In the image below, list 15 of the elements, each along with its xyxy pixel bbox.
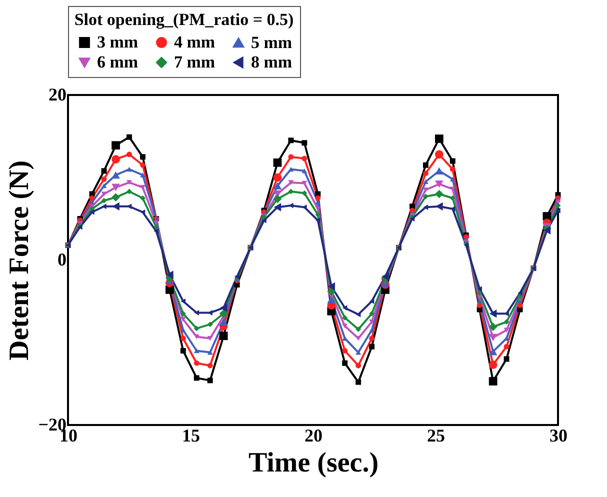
legend-title: Slot opening_(PM_ratio = 0.5) [74, 10, 294, 29]
x-tick-label: 15 [182, 426, 200, 446]
y-tick-label: 20 [48, 84, 66, 104]
legend-label: 5 mm [251, 32, 292, 52]
legend-label: 8 mm [251, 52, 292, 72]
legend-label: 7 mm [174, 52, 216, 72]
legend-label: 6 mm [97, 52, 138, 72]
x-axis-title: Time (sec.) [248, 448, 379, 478]
x-tick-label: 30 [550, 426, 568, 446]
x-tick-label: 20 [304, 426, 322, 446]
legend-label: 3 mm [97, 32, 138, 52]
legend-label: 4 mm [174, 32, 216, 52]
y-tick-label: 0 [58, 250, 66, 270]
x-tick-label: 25 [427, 426, 445, 446]
y-axis-title: Detent Force (N) [4, 160, 36, 361]
